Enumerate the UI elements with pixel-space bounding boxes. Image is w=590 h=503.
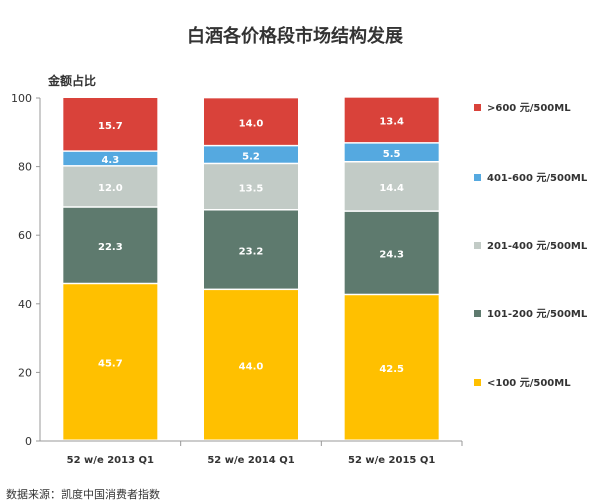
bar-segment bbox=[204, 164, 298, 210]
data-label: 23.2 bbox=[239, 246, 264, 257]
legend-label: 401-600 元/500ML bbox=[487, 172, 588, 184]
data-label: 44.0 bbox=[239, 362, 264, 373]
y-tick-label: 40 bbox=[18, 298, 32, 311]
y-tick-label: 60 bbox=[18, 229, 32, 242]
y-tick-label: 80 bbox=[18, 161, 32, 174]
legend-swatch bbox=[474, 174, 481, 181]
bar-segment bbox=[344, 162, 439, 211]
y-axis-unit-label: 金额占比 bbox=[48, 74, 97, 88]
legend-swatch bbox=[474, 242, 481, 249]
bar-segment bbox=[204, 210, 298, 289]
legend-label: >600 元/500ML bbox=[487, 102, 571, 114]
x-category-label: 52 w/e 2014 Q1 bbox=[207, 455, 294, 466]
legend-label: 101-200 元/500ML bbox=[487, 308, 588, 320]
data-label: 22.3 bbox=[98, 242, 123, 253]
data-label: 14.4 bbox=[379, 183, 404, 194]
legend-swatch bbox=[474, 379, 481, 386]
bar-segment bbox=[344, 295, 439, 440]
source-note: 数据来源：凯度中国消费者指数 bbox=[6, 488, 160, 501]
bar-segment bbox=[344, 211, 439, 294]
data-label: 45.7 bbox=[98, 359, 123, 370]
data-label: 14.0 bbox=[239, 118, 264, 129]
data-label: 4.3 bbox=[101, 155, 119, 166]
legend-label: 201-400 元/500ML bbox=[487, 240, 588, 252]
legend-swatch bbox=[474, 310, 481, 317]
y-tick-label: 0 bbox=[25, 435, 32, 448]
data-label: 42.5 bbox=[379, 364, 404, 375]
bar-segment bbox=[204, 290, 298, 440]
bar-segment bbox=[344, 143, 439, 161]
legend-label: <100 元/500ML bbox=[487, 377, 571, 389]
bar-segment bbox=[63, 284, 158, 440]
legend-swatch bbox=[474, 104, 481, 111]
chart-title: 白酒各价格段市场结构发展 bbox=[187, 26, 403, 47]
bar-segment bbox=[63, 166, 158, 207]
y-tick-label: 100 bbox=[11, 92, 32, 105]
bar-segment bbox=[63, 98, 158, 151]
y-tick-label: 20 bbox=[18, 366, 32, 379]
x-category-label: 52 w/e 2015 Q1 bbox=[348, 455, 435, 466]
x-category-label: 52 w/e 2013 Q1 bbox=[67, 455, 154, 466]
data-label: 12.0 bbox=[98, 183, 123, 194]
bar-segment bbox=[63, 207, 158, 283]
bar-segment bbox=[63, 151, 158, 166]
data-label: 5.2 bbox=[242, 151, 260, 162]
bar-segment bbox=[204, 98, 298, 145]
data-label: 13.5 bbox=[239, 183, 264, 194]
bar-segment bbox=[344, 97, 439, 143]
bar-segment bbox=[204, 146, 298, 163]
data-label: 24.3 bbox=[379, 250, 404, 261]
data-label: 5.5 bbox=[383, 149, 401, 160]
data-label: 13.4 bbox=[379, 117, 404, 128]
data-label: 15.7 bbox=[98, 121, 123, 132]
